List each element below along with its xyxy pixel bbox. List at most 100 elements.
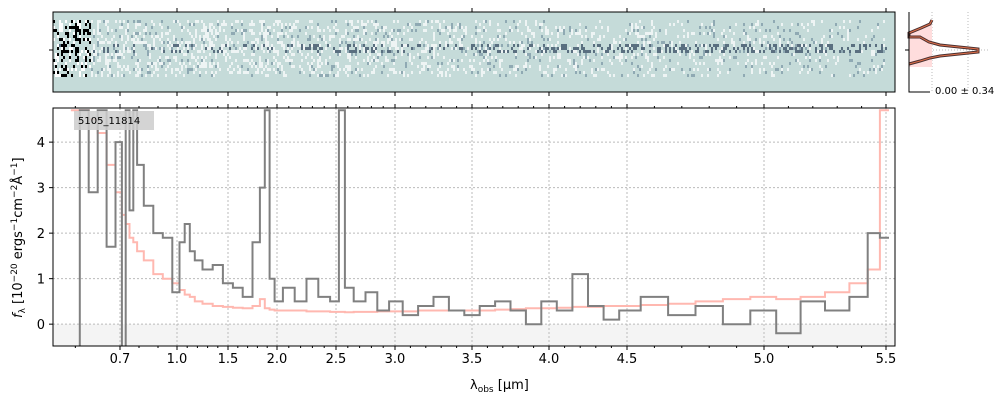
2d-pixel (563, 44, 565, 47)
2d-pixel (467, 47, 469, 50)
2d-pixel (375, 50, 377, 53)
2d-pixel (819, 59, 821, 62)
2d-pixel (127, 68, 129, 71)
2d-pixel (671, 44, 673, 47)
2d-pixel (731, 38, 733, 41)
2d-pixel (487, 47, 489, 50)
2d-pixel (451, 47, 453, 50)
2d-pixel (393, 62, 395, 65)
2d-pixel (375, 38, 377, 41)
2d-pixel (121, 53, 123, 56)
2d-pixel (539, 23, 541, 26)
2d-pixel (735, 50, 737, 53)
2d-pixel (211, 44, 213, 47)
2d-pixel (429, 47, 431, 50)
2d-pixel (709, 32, 711, 35)
2d-pixel (725, 47, 727, 50)
2d-pixel (211, 29, 213, 32)
2d-pixel (541, 47, 543, 50)
2d-pixel (601, 53, 603, 56)
2d-pixel (547, 38, 549, 41)
2d-pixel (209, 65, 211, 68)
2d-pixel (293, 26, 295, 29)
2d-pixel (267, 59, 269, 62)
2d-pixel (93, 62, 95, 65)
2d-pixel (349, 59, 351, 62)
2d-pixel (709, 68, 711, 71)
2d-pixel (567, 50, 569, 53)
2d-pixel (217, 23, 219, 26)
2d-pixel (77, 47, 79, 50)
2d-pixel (425, 29, 427, 32)
2d-pixel (847, 32, 849, 35)
2d-pixel (771, 35, 773, 38)
2d-pixel (123, 44, 125, 47)
2d-pixel (227, 41, 229, 44)
2d-pixel (461, 59, 463, 62)
2d-pixel (247, 59, 249, 62)
2d-pixel (385, 32, 387, 35)
2d-pixel (545, 50, 547, 53)
2d-pixel (775, 50, 777, 53)
2d-pixel (737, 62, 739, 65)
2d-pixel (271, 35, 273, 38)
2d-pixel (425, 47, 427, 50)
2d-pixel (651, 32, 653, 35)
2d-pixel (269, 47, 271, 50)
2d-pixel (185, 44, 187, 47)
2d-pixel (537, 50, 539, 53)
2d-pixel (195, 35, 197, 38)
2d-pixel (871, 53, 873, 56)
2d-pixel (125, 47, 127, 50)
2d-pixel (193, 47, 195, 50)
2d-pixel (475, 26, 477, 29)
2d-pixel (211, 65, 213, 68)
2d-pixel (139, 41, 141, 44)
2d-pixel (469, 59, 471, 62)
2d-pixel (175, 38, 177, 41)
2d-pixel (831, 44, 833, 47)
2d-pixel (547, 29, 549, 32)
2d-pixel (429, 50, 431, 53)
2d-pixel (357, 38, 359, 41)
2d-pixel (533, 56, 535, 59)
2d-pixel (635, 44, 637, 47)
2d-pixel (365, 50, 367, 53)
2d-pixel (599, 20, 601, 23)
2d-pixel (133, 44, 135, 47)
2d-pixel (199, 35, 201, 38)
2d-pixel (175, 44, 177, 47)
2d-pixel (335, 32, 337, 35)
2d-pixel (97, 53, 99, 56)
2d-pixel (439, 26, 441, 29)
2d-pixel (417, 44, 419, 47)
2d-pixel (707, 50, 709, 53)
2d-pixel (689, 56, 691, 59)
2d-pixel (225, 35, 227, 38)
2d-pixel (629, 32, 631, 35)
2d-pixel (75, 59, 77, 62)
2d-pixel (301, 53, 303, 56)
2d-pixel (319, 35, 321, 38)
2d-pixel (193, 38, 195, 41)
2d-pixel (295, 20, 297, 23)
2d-pixel (459, 41, 461, 44)
2d-pixel (883, 50, 885, 53)
2d-pixel (557, 53, 559, 56)
2d-pixel (251, 29, 253, 32)
2d-pixel (87, 29, 89, 32)
2d-pixel (185, 53, 187, 56)
2d-pixel (217, 65, 219, 68)
2d-pixel (59, 74, 61, 77)
2d-pixel (57, 44, 59, 47)
2d-pixel (57, 32, 59, 35)
2d-pixel (607, 71, 609, 74)
2d-pixel (763, 35, 765, 38)
2d-pixel (373, 47, 375, 50)
2d-pixel (625, 56, 627, 59)
2d-pixel (385, 59, 387, 62)
2d-pixel (275, 71, 277, 74)
2d-pixel (637, 74, 639, 77)
2d-pixel (69, 38, 71, 41)
2d-pixel (509, 41, 511, 44)
